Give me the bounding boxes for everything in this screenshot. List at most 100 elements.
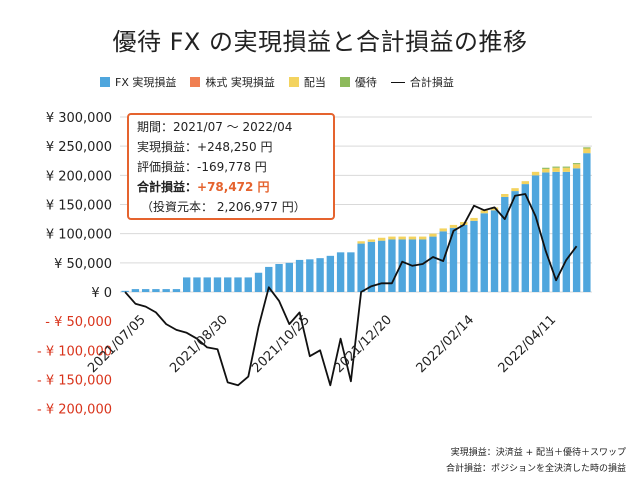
bar-fx [326, 255, 335, 292]
bar-fx [470, 220, 478, 292]
bar-fx [388, 239, 396, 292]
legend-item-yutai: 優待 [339, 74, 377, 90]
total-line [124, 193, 578, 387]
footnote-total: 合計損益：ポジションを全決済した時の損益 [445, 464, 626, 474]
bar-yutai [542, 167, 550, 169]
summary-period-row: 期間：2021/07 ～ 2022/04 [137, 117, 333, 137]
summary-unrealized-row: 評価損益：-169,778 円 [137, 157, 333, 177]
bar-yutai [583, 147, 591, 149]
bar-fx [490, 210, 499, 292]
bar-fx [562, 171, 571, 292]
y-tick-label: - ¥ 150,000 [37, 374, 112, 389]
bar-fx [336, 252, 345, 292]
bar-fx [511, 191, 519, 292]
bar-dividend [408, 236, 417, 240]
bar-fx [141, 289, 150, 292]
bar-dividend [439, 228, 447, 232]
bar-fx [429, 236, 437, 292]
bar-dividend [511, 188, 519, 192]
legend-swatch-total [390, 81, 405, 83]
legend-swatch-dividend [288, 77, 299, 87]
bar-fx [583, 153, 591, 292]
summary-box: 期間：2021/07 ～ 2022/04 実現損益：+248,250 円 評価損… [127, 113, 335, 220]
bar-dividend [388, 236, 396, 240]
bar-fx [172, 289, 181, 292]
y-tick-label: ¥ 50,000 [54, 257, 112, 272]
bar-fx [265, 266, 273, 292]
bar-fx [254, 272, 263, 292]
legend: FX 実現損益 株式 実現損益 配当 優待 合計損益 [100, 74, 454, 90]
summary-period-value: 2021/07 ～ 2022/04 [173, 120, 293, 134]
summary-unrealized-value: -169,778 円 [197, 160, 267, 174]
legend-label-stock: 株式 実現損益 [205, 76, 275, 89]
legend-item-fx: FX 実現損益 [100, 74, 176, 90]
y-tick-label: ¥ 0 [91, 286, 112, 301]
bar-dividend [470, 217, 478, 221]
summary-realized-row: 実現損益：+248,250 円 [137, 137, 333, 157]
bar-fx [316, 258, 324, 292]
bar-fx [552, 171, 560, 292]
summary-unrealized-label: 評価損益： [137, 160, 198, 174]
x-tick-label: 2021/08/30 [167, 312, 231, 376]
bar-fx [572, 168, 581, 292]
bar-fx [193, 277, 201, 292]
y-tick-label: - ¥ 50,000 [45, 315, 112, 330]
bar-fx [131, 289, 140, 292]
bar-fx [203, 277, 211, 292]
summary-realized-label: 実現損益： [137, 140, 198, 154]
y-tick-label: ¥ 300,000 [46, 111, 112, 126]
bar-dividend [367, 239, 376, 242]
bar-dividend [480, 210, 488, 214]
bar-dividend [542, 168, 550, 173]
bar-yutai [572, 163, 581, 165]
bar-fx [460, 224, 468, 292]
bar-dividend [562, 167, 571, 172]
chart-title: 優待 FX の実現損益と合計損益の推移 [112, 28, 528, 56]
bar-dividend [490, 207, 499, 211]
bar-fx [377, 240, 386, 292]
summary-realized-value: +248,250 円 [197, 140, 273, 154]
bar-fx [244, 277, 252, 292]
y-tick-label: ¥ 200,000 [46, 169, 112, 184]
legend-item-stock: 株式 実現損益 [190, 74, 275, 90]
bar-fx [398, 239, 406, 292]
x-tick-label: 2021/12/20 [331, 312, 395, 376]
bar-dividend [583, 148, 591, 154]
bar-fx [542, 172, 550, 292]
bar-fx [347, 252, 355, 292]
bar-fx [295, 259, 304, 292]
bar-fx [234, 277, 242, 292]
bar-fx [213, 277, 222, 292]
legend-label-fx: FX 実現損益 [115, 76, 177, 89]
bar-fx [449, 227, 458, 292]
bar-fx [357, 243, 365, 292]
bar-dividend [398, 236, 406, 240]
bar-dividend [419, 236, 427, 240]
bar-fx [367, 241, 376, 292]
bar-dividend [449, 224, 458, 228]
bar-fx [152, 289, 160, 292]
bar-fx [480, 213, 488, 292]
bar-fx [224, 277, 232, 292]
bar-dividend [531, 171, 540, 176]
x-tick-label: 2022/02/14 [414, 312, 478, 376]
legend-swatch-yutai [339, 77, 350, 87]
summary-period-label: 期間： [137, 120, 174, 134]
bar-dividend [377, 237, 386, 241]
legend-swatch-stock [190, 77, 201, 87]
bar-fx [183, 277, 191, 292]
bar-fx [275, 264, 283, 292]
bar-fx [285, 262, 293, 292]
x-tick-label: 2022/04/11 [496, 312, 560, 376]
summary-total-value: +78,472 円 [197, 180, 270, 194]
legend-label-total: 合計損益 [409, 76, 454, 89]
summary-total-row: 合計損益：+78,472 円 [137, 177, 333, 197]
bar-dividend [501, 194, 509, 197]
footnote-realized: 実現損益：決済益 + 配当＋優待＋スワップ [450, 448, 626, 458]
summary-principal: （投資元本： 2,206,977 円） [141, 200, 306, 214]
legend-item-dividend: 配当 [288, 74, 326, 90]
legend-label-dividend: 配当 [303, 76, 326, 89]
y-tick-label: ¥ 100,000 [46, 228, 112, 243]
legend-label-yutai: 優待 [354, 76, 377, 89]
